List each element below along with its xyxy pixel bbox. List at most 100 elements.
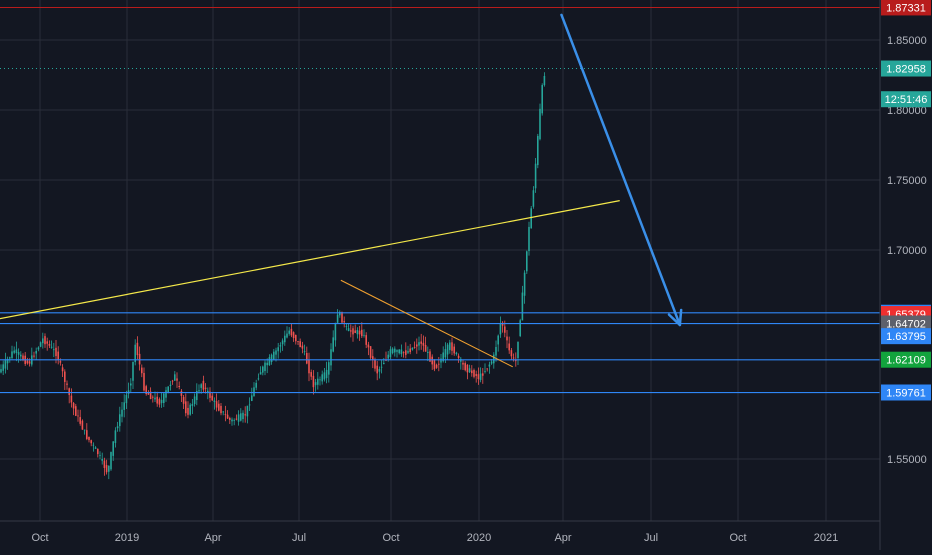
candle-body: [541, 85, 543, 114]
candle-body: [446, 344, 449, 355]
forecast-arrow-head: [678, 308, 683, 327]
price-tag: [881, 328, 931, 345]
candle-body: [83, 429, 86, 431]
candle-body: [391, 348, 394, 354]
candle-body: [50, 346, 53, 348]
candle-body: [193, 396, 196, 404]
candle-body: [158, 398, 161, 405]
candle-body: [37, 347, 40, 350]
candle-body: [378, 369, 381, 372]
candle-body: [242, 412, 244, 420]
candle-body: [264, 362, 266, 371]
candle-body: [418, 342, 420, 346]
candle-body: [387, 354, 389, 359]
candle-body: [132, 362, 134, 381]
forecast-arrow[interactable]: [560, 13, 682, 327]
candle-body: [226, 414, 229, 419]
candle-body: [479, 373, 482, 380]
candle-body: [218, 403, 220, 411]
candle-body: [336, 314, 339, 323]
candle-body: [134, 344, 136, 363]
candle-body: [44, 336, 46, 345]
candle-body: [303, 351, 306, 353]
candle-body: [123, 402, 125, 410]
candle-body: [352, 328, 354, 335]
price-axis[interactable]: 1.85000 1.80000 1.75000 1.70000 1.55000: [879, 0, 927, 550]
candle-body: [464, 363, 466, 371]
candle-body: [402, 351, 405, 353]
candle-body: [15, 349, 18, 354]
candle-body: [528, 226, 530, 252]
candle-body: [416, 344, 418, 347]
candle-body: [297, 340, 299, 342]
candle-body: [330, 349, 332, 366]
candle-body: [268, 357, 271, 366]
price-tag: [881, 91, 931, 108]
candle-body: [66, 383, 68, 385]
candle-body: [154, 397, 156, 400]
candle-body: [427, 351, 429, 353]
candle-body: [2, 364, 4, 371]
candle-body: [35, 350, 37, 354]
x-tick-label: Jul: [292, 532, 306, 544]
candle-body: [431, 356, 433, 365]
rising-trendline[interactable]: [0, 200, 620, 328]
candle-body: [105, 465, 108, 473]
candle-body: [343, 321, 345, 323]
candle-body: [534, 163, 537, 189]
candle-body: [440, 358, 442, 363]
candle-body: [68, 388, 70, 395]
candle-body: [310, 372, 312, 377]
candle-body: [224, 414, 227, 415]
candle-body: [257, 378, 260, 380]
candle-body: [266, 362, 268, 366]
time-axis[interactable]: Oct 2019 Apr Jul Oct 2020 Apr Jul Oct 2021: [0, 520, 880, 544]
candle-body: [321, 374, 323, 382]
candle-body: [519, 320, 521, 337]
candle-body: [451, 342, 453, 351]
candle-body: [471, 370, 473, 374]
candle-body: [26, 360, 29, 364]
candle-body: [163, 393, 165, 403]
candle-body: [468, 368, 471, 373]
candle-body: [484, 371, 486, 372]
candle-body: [526, 251, 528, 272]
candle-body: [39, 342, 42, 347]
falling-trendline[interactable]: [340, 279, 513, 368]
candle-body: [376, 365, 378, 374]
price-tag-label: 1.63795: [886, 331, 926, 343]
candle-body: [537, 135, 539, 166]
candle-body: [398, 349, 400, 354]
candle-body: [53, 349, 55, 351]
candle-body: [11, 351, 13, 358]
candle-body: [380, 366, 383, 368]
candle-body: [424, 344, 427, 352]
candle-body: [259, 372, 262, 375]
candle-body: [97, 448, 99, 455]
candle-body: [59, 361, 62, 363]
candle-body: [22, 355, 24, 360]
candle-body: [207, 390, 209, 393]
candle-body: [341, 311, 343, 323]
candle-body: [433, 359, 436, 370]
candle-body: [328, 362, 330, 375]
candle-body: [253, 387, 255, 397]
candle-body: [152, 396, 154, 398]
candle-body: [141, 367, 143, 374]
candle-body: [112, 441, 114, 456]
x-tick-label: Oct: [382, 532, 399, 544]
candle-body: [200, 384, 202, 388]
candle-body: [48, 344, 51, 346]
candle-body: [462, 362, 464, 365]
candle-body: [251, 395, 253, 401]
candle-body: [332, 337, 334, 352]
price-tag-label: 1.62109: [886, 355, 926, 367]
y-tick-label: 1.80000: [887, 105, 927, 117]
candle-body: [277, 347, 279, 352]
candle-body: [61, 367, 64, 372]
candle-body: [453, 346, 455, 354]
candle-body: [4, 360, 7, 369]
candle-body: [273, 351, 275, 360]
